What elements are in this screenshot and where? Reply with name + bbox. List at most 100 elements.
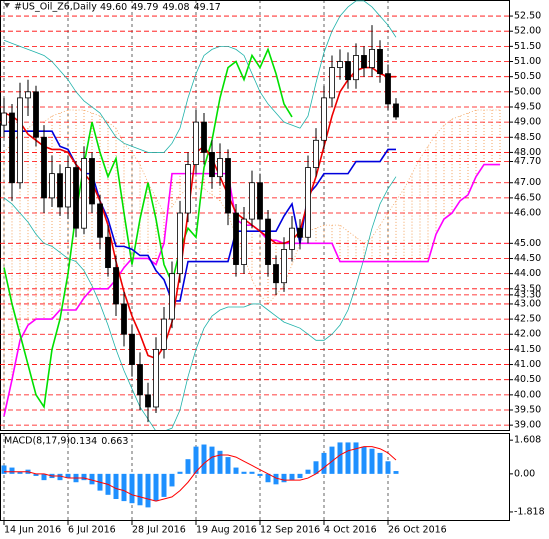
y-tick-label: -1.818: [514, 506, 545, 517]
y-tick-label: 42.50: [514, 314, 541, 325]
candle-body: [313, 139, 319, 168]
candle-body: [33, 91, 39, 138]
y-tick-label: 40.00: [514, 389, 541, 400]
ohlc-value: 49.08: [162, 2, 189, 13]
candle-body: [329, 67, 335, 99]
chart-title: #US_Oil_Z6,Daily: [14, 2, 97, 13]
y-tick-label: 48.00: [514, 147, 541, 158]
macd-bar: [137, 473, 143, 506]
candle-body: [337, 61, 343, 68]
macd-bar: [121, 473, 127, 502]
candle-body: [321, 97, 327, 141]
macd-bar: [225, 457, 231, 474]
macd-bar: [33, 473, 39, 476]
macd-bar: [153, 473, 159, 502]
macd-bar: [241, 471, 247, 474]
candle-body: [73, 167, 79, 229]
macd-value: 0.663: [101, 436, 128, 447]
candle-body: [193, 121, 199, 165]
y-tick-label: 1.608: [514, 435, 541, 446]
candle-body: [9, 112, 15, 184]
macd-bar: [9, 467, 15, 474]
candle-body: [25, 91, 31, 99]
macd-bar: [57, 473, 63, 481]
macd-bar: [217, 450, 223, 474]
candle-body: [185, 164, 191, 214]
x-tick-label: 28 Jul 2016: [132, 525, 186, 536]
macd-bar: [265, 473, 271, 483]
macd-bar: [65, 473, 71, 479]
ohlc-value: 49.17: [194, 2, 221, 13]
candle-body: [249, 182, 255, 220]
candle-body: [97, 203, 103, 238]
macd-bar: [209, 446, 215, 474]
y-tick-label: 51.00: [514, 56, 541, 67]
y-tick-label: 44.00: [514, 268, 541, 279]
macd-bar: [385, 461, 391, 474]
y-tick-label: 47.00: [514, 177, 541, 188]
series-line: [3, 66, 396, 360]
macd-bar: [361, 446, 367, 474]
ohlc-value: 49.79: [131, 2, 158, 13]
macd-bar: [393, 471, 399, 474]
y-tick-label: 52.00: [514, 26, 541, 37]
x-tick-label: 4 Oct 2016: [324, 525, 377, 536]
y-tick-label: 46.00: [514, 208, 541, 219]
candle-body: [233, 212, 239, 265]
candle-body: [281, 248, 287, 284]
candle-body: [361, 55, 367, 68]
y-tick-label: 47.70: [514, 156, 541, 167]
macd-bar: [273, 473, 279, 485]
candle-body: [17, 97, 23, 184]
candle-body: [369, 48, 375, 68]
candle-body: [217, 158, 223, 178]
y-tick-label: 41.00: [514, 359, 541, 370]
candle-body: [209, 152, 215, 178]
series-line: [3, 0, 397, 153]
y-tick-label: 43.00: [514, 298, 541, 309]
y-tick-label: 43.50: [514, 283, 541, 294]
y-tick-label: 48.50: [514, 132, 541, 143]
candle-body: [297, 227, 303, 238]
candle-body: [353, 55, 359, 81]
macd-bar: [337, 442, 343, 474]
y-tick-label: 52.50: [514, 11, 541, 22]
y-tick-label: 44.50: [514, 253, 541, 264]
macd-title: MACD(8,17,9): [4, 436, 70, 447]
macd-bar: [345, 442, 351, 474]
candle-body: [377, 48, 383, 75]
macd-bar: [305, 469, 311, 474]
price-frame: [0, 0, 510, 431]
macd-bar: [297, 473, 303, 479]
y-tick-label: 39.50: [514, 405, 541, 416]
macd-bar: [193, 446, 199, 474]
candle-body: [49, 173, 55, 199]
y-tick-label: 51.50: [514, 41, 541, 52]
candle-body: [385, 73, 391, 105]
y-tick-label: 0.00: [514, 468, 535, 479]
candle-body: [201, 121, 207, 153]
macd-bar: [113, 473, 119, 499]
candle-body: [177, 212, 183, 275]
macd-bar: [289, 473, 295, 481]
candle-body: [137, 364, 143, 396]
macd-bar: [161, 473, 167, 497]
macd-bar: [169, 473, 175, 487]
candle-body: [161, 318, 167, 350]
candle-body: [393, 103, 399, 118]
macd-bar: [369, 448, 375, 474]
candle-body: [257, 182, 263, 220]
y-tick-label: 49.50: [514, 101, 541, 112]
y-tick-label: 42.00: [514, 329, 541, 340]
y-tick-label: 45.00: [514, 238, 541, 249]
x-tick-label: 26 Oct 2016: [388, 525, 447, 536]
macd-bar: [281, 473, 287, 483]
symbol-icon: [4, 3, 10, 8]
macd-bar: [17, 471, 23, 474]
x-tick-label: 14 Jun 2016: [4, 525, 61, 536]
macd-bar: [41, 473, 47, 481]
candle-body: [289, 227, 295, 250]
macd-frame: [0, 433, 510, 521]
y-tick-label: 50.00: [514, 86, 541, 97]
candle-body: [273, 264, 279, 284]
